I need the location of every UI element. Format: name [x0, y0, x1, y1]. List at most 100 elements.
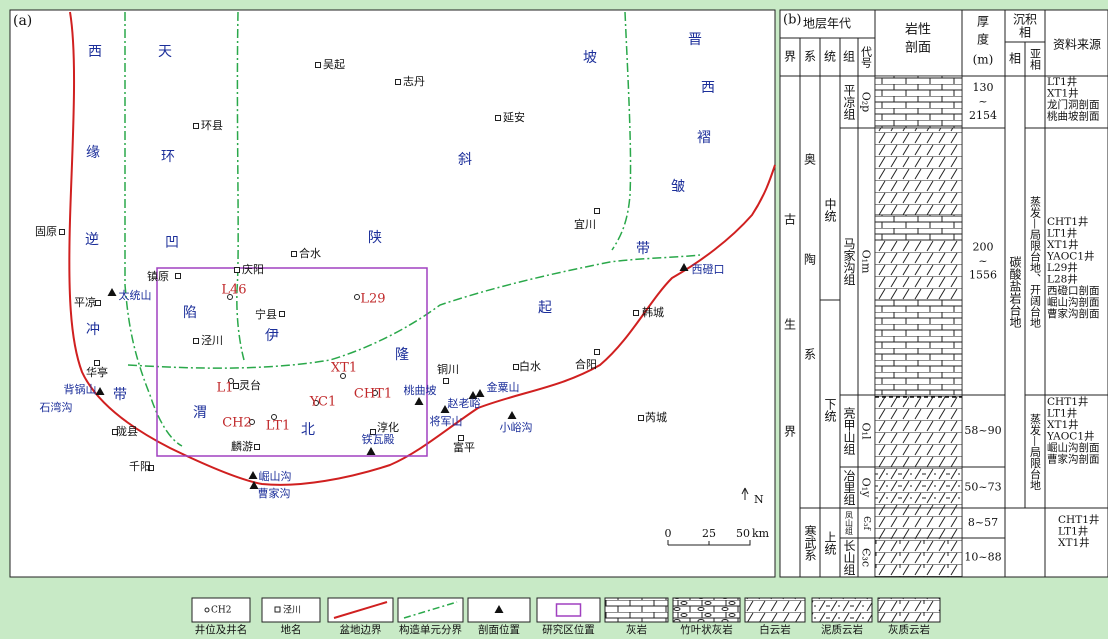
legend-box: [672, 597, 741, 623]
well-marker: [249, 419, 255, 425]
place-name: 吴起: [323, 58, 345, 71]
section-marker: [507, 411, 517, 419]
facies: 碳酸盐岩台地: [1008, 256, 1022, 328]
place-marker: [59, 229, 65, 235]
source: CHT1井: [1058, 513, 1099, 526]
header: 组: [843, 50, 855, 64]
tectonic-unit: 皱: [671, 179, 685, 195]
well-marker: [340, 373, 346, 379]
legend-box: [261, 597, 321, 623]
formation: 马家沟组: [842, 237, 856, 285]
tectonic-unit: 带: [636, 241, 650, 257]
tectonic-unit: 隆: [395, 347, 409, 363]
legend-label: 泥质云岩: [821, 623, 863, 635]
legend-triangle: [494, 605, 504, 613]
scale-bar: [667, 540, 751, 546]
place-marker: [458, 435, 464, 441]
legend-label: 研究区位置: [542, 623, 595, 635]
legend-label: 灰质云岩: [888, 623, 930, 635]
header: 厚: [977, 15, 989, 29]
place-marker: [594, 208, 600, 214]
section-name: 石湾沟: [40, 400, 73, 414]
tectonic-unit: 冲: [86, 322, 100, 338]
section-marker: [468, 391, 478, 399]
subfacies: 蒸发—局限台地、开阔台地: [1029, 196, 1042, 328]
thickness: 50~73: [964, 481, 1001, 494]
section-name: 小峪沟: [500, 421, 533, 434]
source: L29井: [1047, 261, 1078, 274]
unit-boundary: [127, 254, 701, 369]
formation: 平凉组: [842, 84, 856, 120]
map-frame: [9, 9, 776, 578]
source: LT1井: [1047, 407, 1077, 420]
source: 崛山沟剖面: [1047, 441, 1100, 454]
thickness: 10~88: [964, 551, 1001, 564]
section-marker: [440, 405, 450, 413]
section-marker: [249, 481, 259, 489]
place-name: 麟游: [231, 439, 253, 453]
header: 界: [784, 50, 796, 64]
place-name: 芮城: [645, 410, 667, 424]
section-marker: [107, 288, 117, 296]
place-name: 固原: [35, 225, 57, 238]
north-arrow: [741, 487, 749, 500]
place-name: 环县: [201, 119, 223, 132]
system: 寒武系: [803, 524, 817, 561]
place-marker: [175, 273, 181, 279]
legend-place: [274, 606, 281, 613]
place-name: 华亭: [86, 365, 108, 379]
panel-label: (b): [783, 13, 801, 28]
header: (m): [973, 53, 994, 67]
panel-label: (a): [13, 13, 32, 29]
north-label: N: [754, 493, 764, 506]
header: 岩性: [905, 23, 931, 38]
legend-label: 竹叶状灰岩: [680, 623, 733, 635]
subfacies: 蒸发—局限台地: [1029, 413, 1042, 490]
formation: 凤山组: [845, 511, 854, 535]
header: 亚相: [1029, 48, 1042, 70]
legend-box: [191, 597, 251, 623]
formation: 长山组: [842, 539, 856, 575]
place-marker: [193, 123, 199, 129]
legend-label: 井位及井名: [195, 623, 248, 635]
well-name: YC1: [309, 395, 337, 410]
source: CHT1井: [1047, 395, 1088, 408]
source: 曹家沟剖面: [1047, 307, 1100, 320]
well-marker: [271, 414, 277, 420]
section-name: 曹家沟: [258, 486, 291, 500]
scale-tick: 50: [736, 527, 750, 540]
source: 西磴口剖面: [1047, 284, 1100, 297]
tectonic-unit: 陕: [368, 230, 382, 246]
place-name: 泾川: [201, 334, 223, 347]
section-name: 赵老峪: [448, 396, 481, 410]
code: O₂p: [860, 92, 873, 112]
place-name: 铜川: [437, 362, 459, 376]
legend-label: 剖面位置: [478, 623, 520, 635]
place-name: 志丹: [403, 75, 425, 88]
well-marker: [372, 390, 378, 396]
place-marker: [148, 465, 154, 471]
series: 上统: [823, 531, 837, 555]
tectonic-unit: 逆: [85, 232, 99, 248]
source: LT1井: [1058, 525, 1088, 538]
source: XT1井: [1047, 418, 1079, 431]
place-name: 灵台: [239, 378, 261, 392]
source: 崛山沟剖面: [1047, 296, 1100, 309]
section-name: 西磴口: [692, 263, 725, 276]
place-name: 宁县: [255, 307, 277, 321]
system: 奥: [804, 153, 816, 167]
place-marker: [315, 62, 321, 68]
legend-line: [333, 601, 388, 619]
place-name: 合水: [299, 246, 321, 260]
place-marker: [254, 444, 260, 450]
header: 沉积: [1013, 13, 1037, 27]
place-marker: [395, 79, 401, 85]
tectonic-unit: 环: [161, 149, 175, 165]
scale-tick: 0: [665, 527, 672, 540]
place-marker: [94, 360, 100, 366]
thickness: 8~57: [968, 516, 998, 529]
source: L28井: [1047, 273, 1078, 286]
lithology: [874, 127, 963, 216]
section-marker: [475, 389, 485, 397]
place-marker: [234, 267, 240, 273]
